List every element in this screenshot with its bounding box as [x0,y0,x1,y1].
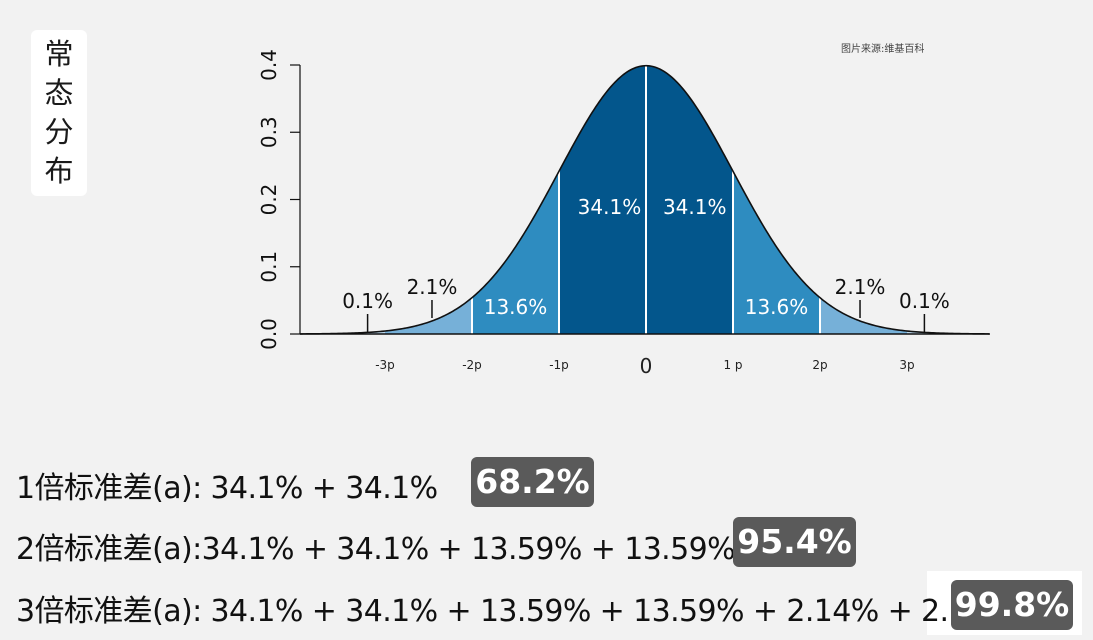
band-label-4: 13.6% [745,295,809,319]
x-tick-label-0: -3p [375,358,395,372]
source-note: 图片来源:维基百科 [841,44,925,55]
x-tick-label-4: 1 p [723,358,742,372]
band-label-2: 34.1% [663,195,727,219]
row-3-badge: 99.8% [951,580,1073,630]
x-tick-label-2: -1p [549,358,569,372]
y-tick-label-4: 0.4 [257,49,281,81]
band-label-6: 2.1% [835,275,886,299]
title-char-3: 分 [44,115,74,149]
y-tick-label-0: 0.0 [257,318,281,350]
band-label-8: 0.1% [899,289,950,313]
row-2-badge: 95.4% [733,517,856,567]
y-tick-label-3: 0.3 [257,116,281,148]
row-1-badge: 68.2% [471,457,594,507]
band-label-3: 13.6% [484,295,548,319]
x-tick-label-1: -2p [462,358,482,372]
band-5 [385,297,472,334]
band-label-7: 0.1% [342,289,393,313]
y-tick-label-1: 0.1 [257,251,281,283]
y-tick-label-2: 0.2 [257,184,281,216]
x-tick-label-5: 2p [812,358,827,372]
title-box: 常 态 分 布 [31,30,87,196]
title-char-4: 布 [44,154,74,188]
band-6 [820,297,907,334]
x-tick-label-6: 3p [899,358,914,372]
density-curve [299,64,990,335]
row-2-text: 2倍标准差(a):34.1% + 34.1% + 13.59% + 13.59% [16,532,736,567]
band-label-1: 34.1% [578,195,642,219]
row-3-text: 3倍标准差(a): 34.1% + 34.1% + 13.59% + 13.59… [16,594,1014,629]
normal-distribution-chart: 0.0 0.1 0.2 0.3 0.4 -3p -2p -1p 0 1 p 2p 3p 34.1% 34.… [257,49,990,378]
row-1-text: 1倍标准差(a): 34.1% + 34.1% [16,471,438,506]
title-char-1: 常 [44,37,74,71]
title-char-2: 态 [44,76,74,110]
band-label-5: 2.1% [407,275,458,299]
x-tick-label-3: 0 [640,354,653,378]
